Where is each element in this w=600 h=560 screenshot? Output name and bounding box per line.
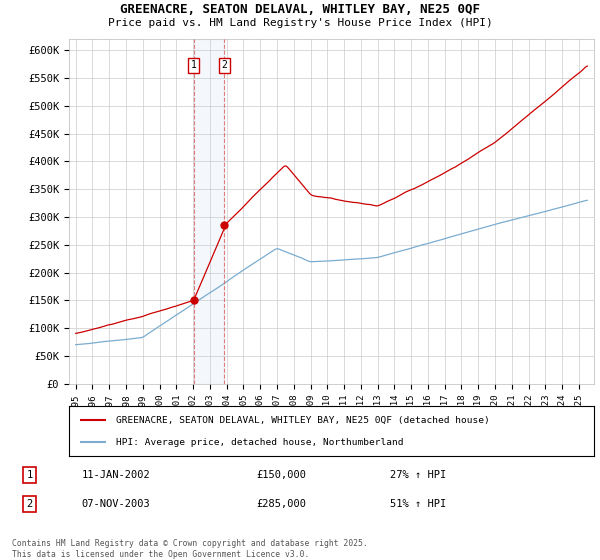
Text: Contains HM Land Registry data © Crown copyright and database right 2025.
This d: Contains HM Land Registry data © Crown c… (12, 539, 368, 559)
Text: Price paid vs. HM Land Registry's House Price Index (HPI): Price paid vs. HM Land Registry's House … (107, 18, 493, 28)
Text: 1: 1 (26, 470, 32, 480)
Text: GREENACRE, SEATON DELAVAL, WHITLEY BAY, NE25 0QF (detached house): GREENACRE, SEATON DELAVAL, WHITLEY BAY, … (116, 416, 490, 424)
Text: 27% ↑ HPI: 27% ↑ HPI (391, 470, 446, 480)
Bar (194, 39, 224, 384)
Text: 07-NOV-2003: 07-NOV-2003 (82, 499, 151, 509)
Text: 1: 1 (191, 60, 197, 71)
Text: HPI: Average price, detached house, Northumberland: HPI: Average price, detached house, Nort… (116, 438, 404, 447)
Text: GREENACRE, SEATON DELAVAL, WHITLEY BAY, NE25 0QF: GREENACRE, SEATON DELAVAL, WHITLEY BAY, … (120, 3, 480, 16)
Text: 2: 2 (221, 60, 227, 71)
Text: £285,000: £285,000 (256, 499, 307, 509)
Text: 11-JAN-2002: 11-JAN-2002 (82, 470, 151, 480)
Text: 2: 2 (26, 499, 32, 509)
Text: £150,000: £150,000 (256, 470, 307, 480)
Text: 51% ↑ HPI: 51% ↑ HPI (391, 499, 446, 509)
